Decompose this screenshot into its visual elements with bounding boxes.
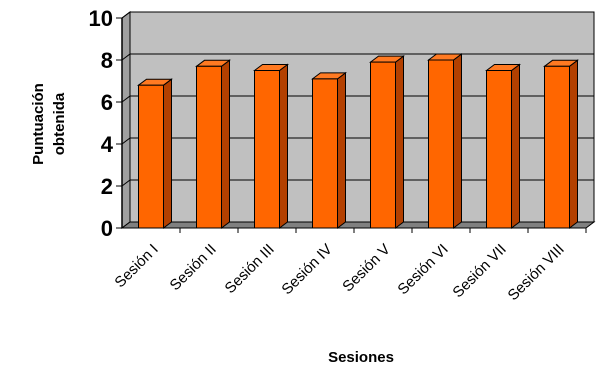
bar-side — [337, 71, 346, 229]
y-tick-label-10: 10 — [89, 6, 113, 31]
floor — [120, 221, 596, 229]
x-category-label-7: Sesión VII — [449, 241, 509, 301]
x-category-label-8: Sesión VIII — [505, 241, 568, 304]
bar-front — [486, 70, 512, 229]
y-axis-title-line-1: Puntuación — [30, 83, 47, 165]
y-tick-label-0: 0 — [101, 216, 113, 241]
bar-6 — [427, 53, 463, 229]
bar-front — [254, 70, 280, 229]
x-category-label-6: Sesión VI — [394, 241, 451, 298]
bar-side — [279, 63, 288, 229]
y-tick-labels: 0 2 4 6 8 10 — [89, 6, 114, 241]
y-tick-label-6: 6 — [101, 90, 113, 115]
x-category-label-1: Sesión I — [111, 241, 161, 291]
bar-side — [511, 63, 520, 229]
bar-side — [221, 59, 230, 229]
bar-side — [395, 55, 404, 229]
bar-front — [428, 59, 454, 229]
plot-area — [120, 11, 596, 229]
x-category-label-5: Sesión V — [339, 241, 393, 295]
y-tick-label-8: 8 — [101, 48, 113, 73]
bar-5 — [369, 55, 405, 229]
bar-front — [138, 84, 164, 229]
x-axis-title: Sesiones — [328, 349, 394, 366]
y-tick-label-2: 2 — [101, 174, 113, 199]
bar-1 — [137, 78, 173, 229]
bar-side — [453, 53, 462, 229]
x-category-label-2: Sesión II — [167, 241, 220, 294]
gridline-10 — [121, 11, 594, 19]
bar-2 — [195, 59, 231, 229]
bar-7 — [485, 63, 521, 229]
bar-front — [312, 78, 338, 229]
bar-front — [544, 65, 570, 229]
bar-8 — [543, 59, 579, 229]
bars — [137, 53, 579, 229]
side-wall — [121, 11, 131, 229]
bar-side — [163, 78, 172, 229]
x-category-label-4: Sesión IV — [278, 241, 335, 298]
bar-3 — [253, 63, 289, 229]
x-category-labels: Sesión I Sesión II Sesión III Sesión IV Sesi… — [111, 228, 587, 304]
bar-front — [370, 61, 396, 229]
bar-front — [196, 65, 222, 229]
y-tick-label-4: 4 — [101, 132, 114, 157]
x-category-label-3: Sesión III — [222, 241, 278, 297]
bar-4 — [311, 71, 347, 229]
y-axis-title-line-2: obtenida — [51, 92, 68, 155]
bar-side — [569, 59, 578, 229]
